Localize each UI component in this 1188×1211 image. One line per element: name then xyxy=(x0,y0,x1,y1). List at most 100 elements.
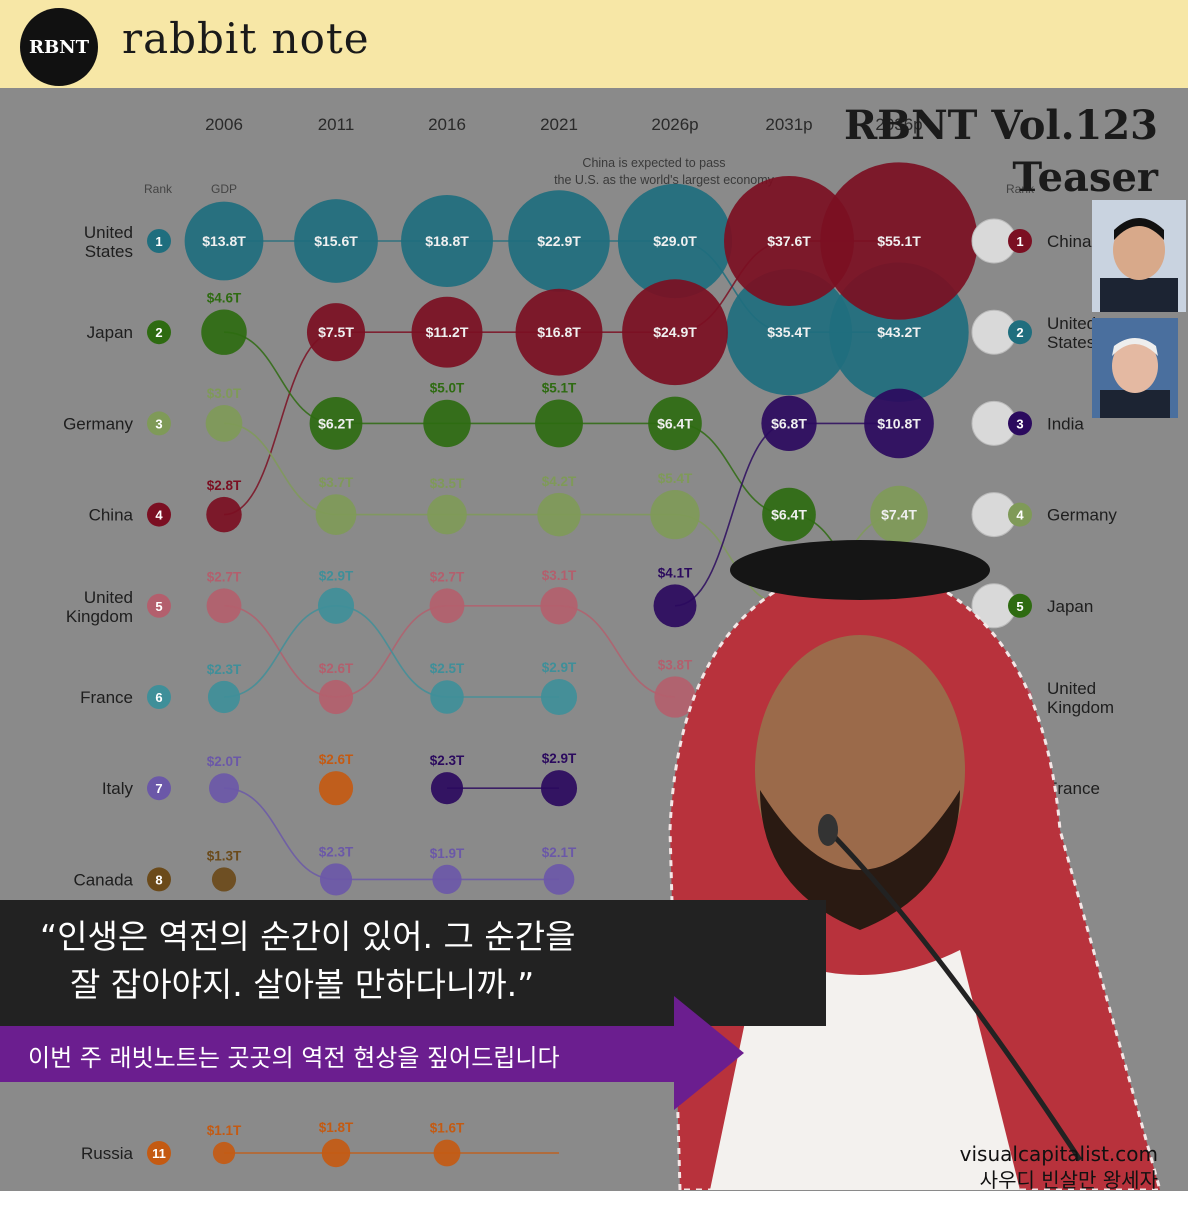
brand-title: rabbit note xyxy=(122,14,370,63)
data-label: $3.7T xyxy=(319,475,354,490)
data-point xyxy=(543,864,575,895)
data-point xyxy=(309,397,363,450)
country-label-right: United States xyxy=(1047,314,1096,352)
data-point xyxy=(433,1139,461,1167)
country-label-left: United Kingdom xyxy=(66,588,133,626)
data-point xyxy=(537,492,581,537)
data-point xyxy=(317,587,355,624)
country-label-right: United Kingdom xyxy=(1047,679,1114,717)
cta-banner xyxy=(0,1026,700,1082)
data-point xyxy=(212,1141,236,1165)
data-point xyxy=(540,678,578,716)
data-label: $6.2T xyxy=(318,415,354,431)
data-label: $10.8T xyxy=(877,415,921,431)
data-point xyxy=(864,388,934,459)
data-label: $6.4T xyxy=(657,415,693,431)
data-point xyxy=(870,485,928,544)
data-label: $6.8T xyxy=(771,415,807,431)
year-label: 2036p xyxy=(875,115,922,134)
rbnt-logo: RBNT xyxy=(20,8,98,86)
country-label-left: Canada xyxy=(73,870,133,889)
data-label: $2.7T xyxy=(430,569,465,584)
data-point xyxy=(650,489,700,540)
data-label: $2.6T xyxy=(319,752,354,767)
data-label: $1.8T xyxy=(319,1120,354,1135)
country-label-left: Japan xyxy=(87,323,133,342)
rank-number: 1 xyxy=(155,234,162,249)
year-label: 2011 xyxy=(318,115,355,134)
data-point xyxy=(540,770,578,807)
rank-badge xyxy=(147,229,171,253)
data-point xyxy=(429,588,465,624)
year-label: 2021 xyxy=(540,115,578,134)
rank-number-right: 4 xyxy=(1016,508,1024,523)
data-label: $35.4T xyxy=(767,324,811,340)
data-point xyxy=(820,162,978,320)
series-line xyxy=(223,787,337,881)
data-label: $15.6T xyxy=(314,233,358,249)
rank-badge xyxy=(147,411,171,436)
portrait-xi xyxy=(1092,200,1186,312)
data-point xyxy=(205,405,243,442)
data-label: $29.0T xyxy=(653,233,697,249)
series-line xyxy=(335,605,448,698)
country-label-left: Russia xyxy=(81,1144,134,1163)
data-point xyxy=(725,269,853,396)
data-point xyxy=(201,309,247,355)
country-label-left: Germany xyxy=(63,414,133,433)
rank-badge-right xyxy=(1008,502,1032,527)
gdp-header: GDP xyxy=(211,182,237,196)
data-label: $3.8T xyxy=(658,657,693,672)
rank-badge-right xyxy=(1008,229,1032,253)
country-label-right: China xyxy=(1047,232,1092,251)
portrait-biden xyxy=(1092,318,1178,418)
data-label: $16.8T xyxy=(537,324,581,340)
data-label: $1.9T xyxy=(430,846,465,861)
data-point xyxy=(622,279,728,386)
data-point xyxy=(432,864,462,895)
data-label: $5.1T xyxy=(542,380,577,395)
country-label-left: United States xyxy=(84,223,133,261)
cta-arrow-icon xyxy=(674,996,744,1110)
data-point xyxy=(209,773,239,804)
data-label: $13.8T xyxy=(202,233,246,249)
rank-badge-right xyxy=(1008,593,1032,618)
data-label: $7.4T xyxy=(881,507,917,523)
country-label-right: Japan xyxy=(1047,597,1093,616)
data-point xyxy=(206,496,242,533)
cta-text: 이번 주 래빗노트는 곳곳의 역전 현상을 짚어드립니다 xyxy=(28,1044,560,1072)
rank-badge xyxy=(147,320,171,345)
data-point xyxy=(423,399,471,448)
data-label: $6.4T xyxy=(771,507,807,523)
data-label: $2.9T xyxy=(542,660,577,675)
rank-number: 8 xyxy=(155,872,162,887)
data-label: $5.0T xyxy=(430,381,465,396)
source-site: visualcapitalist.com xyxy=(959,1142,1158,1166)
data-point xyxy=(318,679,354,715)
rank-number: 4 xyxy=(155,508,163,523)
data-point xyxy=(294,199,378,283)
rank-badge-right xyxy=(1008,320,1032,345)
data-point xyxy=(515,288,603,376)
rank-badge-right xyxy=(1008,411,1032,436)
quote-line-2: 잘 잡아야지. 살아볼 만하다니까.” xyxy=(70,965,535,1004)
data-label: $1.6T xyxy=(430,1121,465,1136)
issue-title: RBNT Vol.123 Teaser xyxy=(844,100,1158,204)
rank-number: 2 xyxy=(155,325,162,340)
data-label: $2.8T xyxy=(207,478,242,493)
source-caption: visualcapitalist.com 사우디 빈살만 왕세자 xyxy=(960,1141,1158,1193)
rank-header: Rank xyxy=(144,182,173,196)
data-label: $43.2T xyxy=(877,324,921,340)
data-point xyxy=(321,1138,351,1168)
data-label: $11.2T xyxy=(426,324,469,340)
data-point xyxy=(184,201,264,281)
data-label: $1.3T xyxy=(207,848,242,863)
rank-badge xyxy=(147,502,171,527)
data-label: $2.5T xyxy=(430,661,465,676)
data-label: $2.3T xyxy=(430,753,465,768)
issue-number: RBNT Vol.123 xyxy=(844,102,1158,149)
data-point xyxy=(306,303,366,362)
data-label: $24.9T xyxy=(653,324,697,340)
data-label: $4.2T xyxy=(542,474,577,489)
rank-number: 6 xyxy=(155,690,162,705)
